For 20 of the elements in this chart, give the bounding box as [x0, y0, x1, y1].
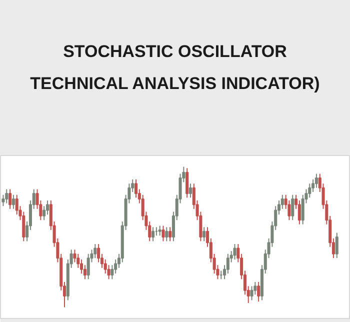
candlestick	[162, 225, 165, 242]
candlestick	[335, 232, 338, 259]
candlestick	[86, 253, 90, 280]
candlestick	[8, 188, 12, 210]
candlestick	[186, 168, 189, 198]
candlestick	[168, 226, 172, 242]
candlestick	[250, 286, 254, 301]
candlestick	[188, 183, 192, 198]
candlestick	[5, 188, 8, 204]
candlestick	[291, 194, 294, 221]
candlestick	[12, 194, 15, 210]
candlestick	[314, 173, 318, 188]
candlestick	[94, 244, 97, 259]
candlestick	[257, 281, 260, 302]
chart-title: STOCHASTIC OSCILLATOR TECHNICAL ANALYSIS INDICATOR)	[30, 41, 320, 96]
candlestick	[165, 226, 168, 242]
candlestick	[202, 226, 206, 242]
candlestick	[158, 225, 162, 236]
candlestick	[233, 244, 236, 260]
candlestick	[152, 226, 155, 242]
